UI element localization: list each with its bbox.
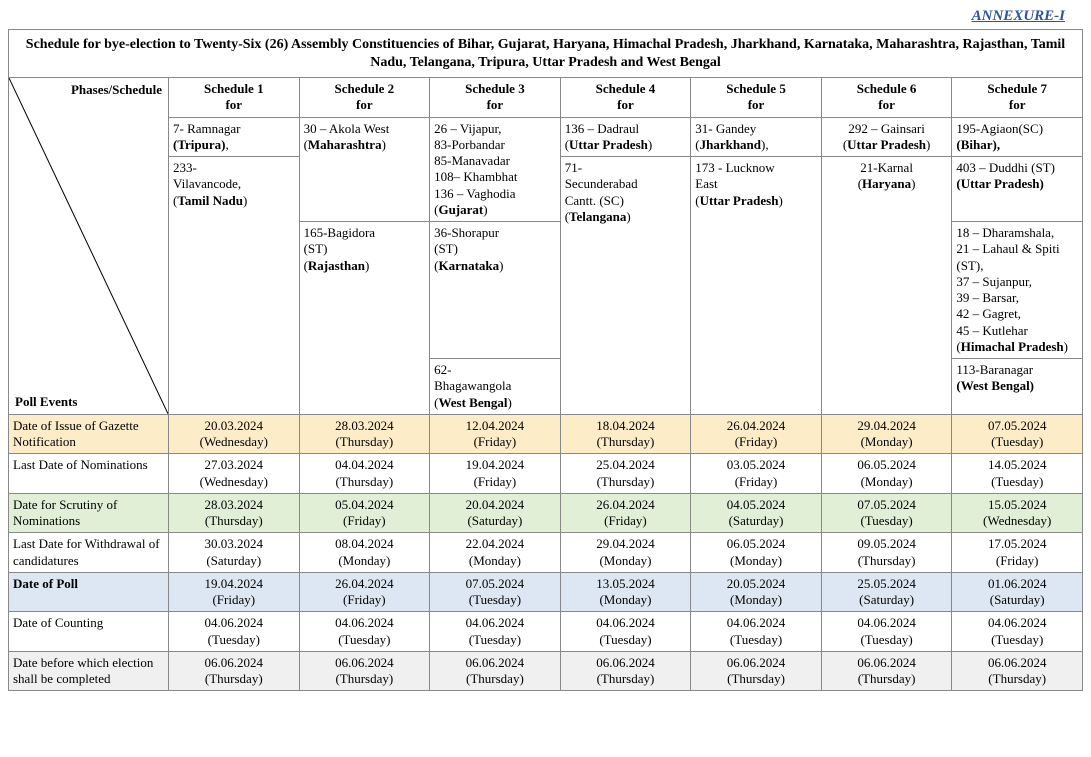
sched-2-hdr: Schedule 2for	[299, 78, 430, 118]
event-value: 15.05.2024(Wednesday)	[952, 493, 1083, 533]
event-value: 09.05.2024(Thursday)	[821, 533, 952, 573]
event-value: 04.06.2024(Tuesday)	[821, 612, 952, 652]
event-value: 05.04.2024(Friday)	[299, 493, 430, 533]
s4-secunderabad: 71-SecunderabadCantt. (SC)(Telangana)	[560, 157, 691, 415]
event-value: 12.04.2024(Friday)	[430, 414, 561, 454]
event-value: 29.04.2024(Monday)	[821, 414, 952, 454]
s6-karnal: 21-Karnal(Haryana)	[821, 157, 952, 415]
event-value: 20.03.2024(Wednesday)	[169, 414, 300, 454]
event-row: Date of Poll19.04.2024(Friday)26.04.2024…	[9, 572, 1083, 612]
event-value: 28.03.2024(Thursday)	[169, 493, 300, 533]
event-value: 06.06.2024(Thursday)	[560, 651, 691, 691]
event-value: 04.06.2024(Tuesday)	[560, 612, 691, 652]
event-value: 22.04.2024(Monday)	[430, 533, 561, 573]
event-row: Date of Counting04.06.2024(Tuesday)04.06…	[9, 612, 1083, 652]
event-value: 19.04.2024(Friday)	[169, 572, 300, 612]
event-value: 28.03.2024(Thursday)	[299, 414, 430, 454]
sched-1-hdr: Schedule 1for	[169, 78, 300, 118]
event-value: 03.05.2024(Friday)	[691, 454, 822, 494]
event-value: 19.04.2024(Friday)	[430, 454, 561, 494]
event-value: 04.04.2024(Thursday)	[299, 454, 430, 494]
event-value: 04.05.2024(Saturday)	[691, 493, 822, 533]
event-row: Date of Issue of Gazette Notification20.…	[9, 414, 1083, 454]
event-value: 20.05.2024(Monday)	[691, 572, 822, 612]
event-value: 13.05.2024(Monday)	[560, 572, 691, 612]
event-name: Last Date for Withdrawal of candidatures	[9, 533, 169, 573]
schedule-table: Schedule for bye-election to Twenty-Six …	[8, 29, 1083, 691]
event-row: Date before which election shall be comp…	[9, 651, 1083, 691]
title-row: Schedule for bye-election to Twenty-Six …	[9, 30, 1083, 78]
header-row: Phases/Schedule Poll Events Schedule 1fo…	[9, 78, 1083, 118]
page-title: Schedule for bye-election to Twenty-Six …	[9, 30, 1083, 78]
event-value: 06.06.2024(Thursday)	[169, 651, 300, 691]
event-name: Date before which election shall be comp…	[9, 651, 169, 691]
event-value: 04.06.2024(Tuesday)	[691, 612, 822, 652]
event-value: 04.06.2024(Tuesday)	[952, 612, 1083, 652]
event-value: 20.04.2024(Saturday)	[430, 493, 561, 533]
event-value: 04.06.2024(Tuesday)	[430, 612, 561, 652]
event-value: 08.04.2024(Monday)	[299, 533, 430, 573]
annexure-label: ANNEXURE-I	[8, 8, 1083, 29]
s4-dadraul: 136 – Dadraul(Uttar Pradesh)	[560, 117, 691, 157]
event-name: Date of Issue of Gazette Notification	[9, 414, 169, 454]
event-value: 06.06.2024(Thursday)	[691, 651, 822, 691]
s7-hp: 18 – Dharamshala, 21 – Lahaul & Spiti (S…	[952, 222, 1083, 359]
s7-agiaon: 195-Agiaon(SC)(Bihar),	[952, 117, 1083, 157]
event-value: 27.03.2024(Wednesday)	[169, 454, 300, 494]
event-value: 26.04.2024(Friday)	[691, 414, 822, 454]
sched-3-hdr: Schedule 3for	[430, 78, 561, 118]
event-value: 25.05.2024(Saturday)	[821, 572, 952, 612]
event-value: 14.05.2024(Tuesday)	[952, 454, 1083, 494]
event-value: 07.05.2024(Tuesday)	[430, 572, 561, 612]
s3-shorapur: 36-Shorapur(ST)(Karnataka)	[430, 222, 561, 359]
event-value: 29.04.2024(Monday)	[560, 533, 691, 573]
s6-gainsari: 292 – Gainsari(Uttar Pradesh)	[821, 117, 952, 157]
constit-row-1: 7- Ramnagar(Tripura), 30 – Akola West(Ma…	[9, 117, 1083, 157]
event-value: 04.06.2024(Tuesday)	[169, 612, 300, 652]
sched-6-hdr: Schedule 6for	[821, 78, 952, 118]
s2-bagidora: 165-Bagidora(ST)(Rajasthan)	[299, 222, 430, 415]
event-value: 04.06.2024(Tuesday)	[299, 612, 430, 652]
event-value: 30.03.2024(Saturday)	[169, 533, 300, 573]
event-name: Date for Scrutiny of Nominations	[9, 493, 169, 533]
event-row: Date for Scrutiny of Nominations28.03.20…	[9, 493, 1083, 533]
s7-duddhi: 403 – Duddhi (ST)(Uttar Pradesh)	[952, 157, 1083, 222]
event-value: 06.06.2024(Thursday)	[952, 651, 1083, 691]
phases-label: Phases/Schedule	[71, 82, 162, 98]
event-value: 01.06.2024(Saturday)	[952, 572, 1083, 612]
sched-4-hdr: Schedule 4for	[560, 78, 691, 118]
event-value: 17.05.2024(Friday)	[952, 533, 1083, 573]
s1-ramnagar: 7- Ramnagar(Tripura),	[169, 117, 300, 157]
event-value: 18.04.2024(Thursday)	[560, 414, 691, 454]
s5-gandey: 31- Gandey(Jharkhand),	[691, 117, 822, 157]
event-value: 06.05.2024(Monday)	[691, 533, 822, 573]
s5-lucknow: 173 - LucknowEast(Uttar Pradesh)	[691, 157, 822, 415]
event-value: 07.05.2024(Tuesday)	[821, 493, 952, 533]
event-value: 07.05.2024(Tuesday)	[952, 414, 1083, 454]
s3-bhagawangola: 62-Bhagawangola(West Bengal)	[430, 359, 561, 415]
event-value: 26.04.2024(Friday)	[560, 493, 691, 533]
event-name: Date of Counting	[9, 612, 169, 652]
poll-events-label: Poll Events	[15, 394, 77, 410]
sched-7-hdr: Schedule 7for	[952, 78, 1083, 118]
event-value: 06.06.2024(Thursday)	[430, 651, 561, 691]
s3-gujarat: 26 – Vijapur, 83-Porbandar 85-Manavadar …	[430, 117, 561, 222]
phases-poll-events-header: Phases/Schedule Poll Events	[9, 78, 169, 415]
s7-baranagar: 113-Baranagar(West Bengal)	[952, 359, 1083, 415]
event-value: 06.06.2024(Thursday)	[821, 651, 952, 691]
s2-akola: 30 – Akola West(Maharashtra)	[299, 117, 430, 222]
event-name: Date of Poll	[9, 572, 169, 612]
event-value: 26.04.2024(Friday)	[299, 572, 430, 612]
event-value: 06.06.2024(Thursday)	[299, 651, 430, 691]
s1-vilavancode: 233-Vilavancode,(Tamil Nadu)	[169, 157, 300, 415]
event-name: Last Date of Nominations	[9, 454, 169, 494]
sched-5-hdr: Schedule 5for	[691, 78, 822, 118]
event-value: 06.05.2024(Monday)	[821, 454, 952, 494]
diagonal-line	[9, 78, 168, 414]
event-row: Last Date of Nominations27.03.2024(Wedne…	[9, 454, 1083, 494]
event-value: 25.04.2024(Thursday)	[560, 454, 691, 494]
event-row: Last Date for Withdrawal of candidatures…	[9, 533, 1083, 573]
